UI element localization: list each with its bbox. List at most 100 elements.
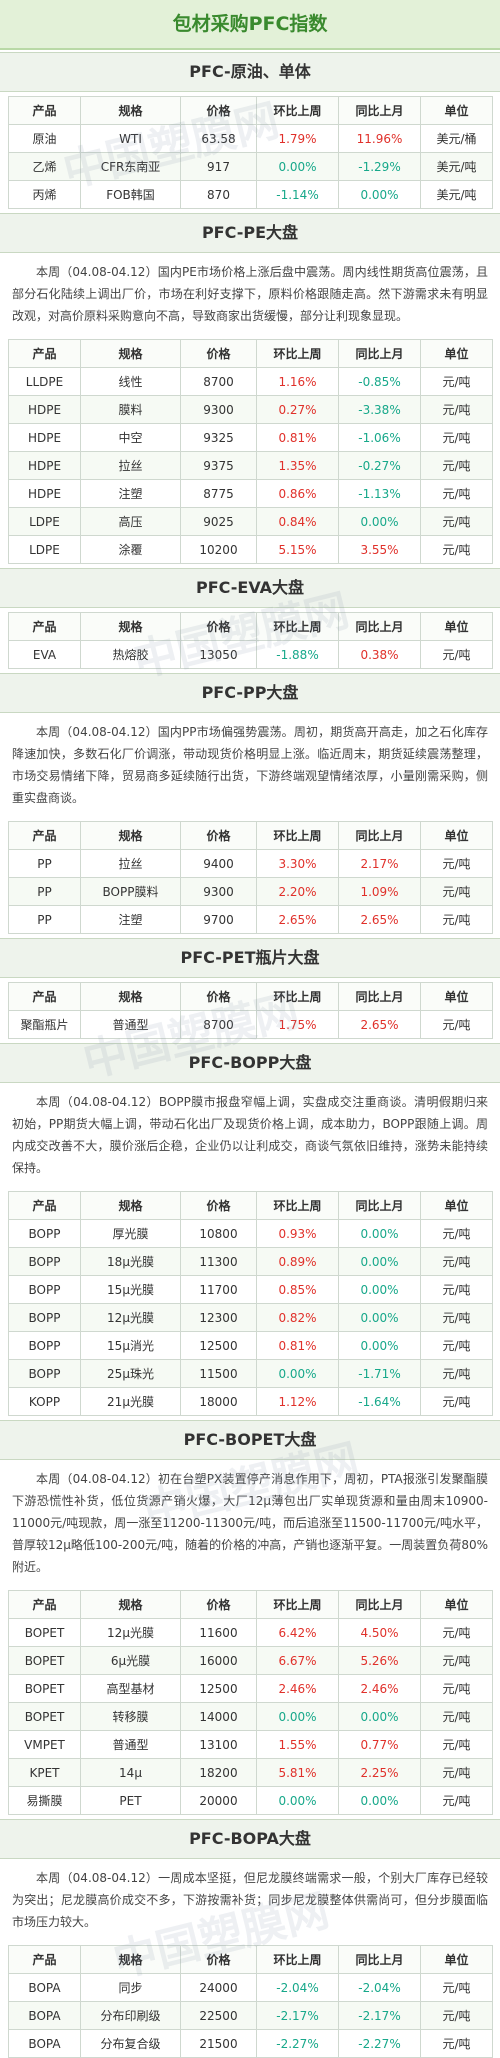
- cell: 21μ光膜: [80, 1387, 181, 1416]
- cell: BOPA: [8, 1973, 81, 2002]
- cell: BOPP: [8, 1303, 81, 1332]
- cell: 12μ光膜: [80, 1618, 181, 1647]
- cell: BOPET: [8, 1674, 81, 1703]
- change-cell: -1.71%: [338, 1359, 421, 1388]
- cell: LDPE: [8, 535, 81, 564]
- cell: 转移膜: [80, 1702, 181, 1731]
- change-cell: -2.27%: [338, 2029, 421, 2058]
- cell: 15μ消光: [80, 1331, 181, 1360]
- cell: 21500: [180, 2029, 257, 2058]
- cell: 元/吨: [420, 1387, 493, 1416]
- header-cell: 价格: [180, 1945, 257, 1974]
- cell: 原油: [8, 124, 81, 153]
- cell: 14000: [180, 1702, 257, 1731]
- data-row: HDPE 膜料 9300 0.27% -3.38% 元/吨: [8, 395, 493, 424]
- change-cell: 0.81%: [256, 1331, 339, 1360]
- cell: 元/吨: [420, 1730, 493, 1759]
- header-cell: 单位: [420, 982, 493, 1011]
- change-cell: -1.64%: [338, 1387, 421, 1416]
- header-cell: 单位: [420, 612, 493, 641]
- data-row: 原油 WTI 63.58 1.79% 11.96% 美元/桶: [8, 124, 493, 153]
- header-row: 产品 规格 价格 环比上周 同比上月 单位: [8, 612, 493, 641]
- header-cell: 环比上周: [256, 96, 339, 125]
- cell: 10200: [180, 535, 257, 564]
- change-cell: 0.89%: [256, 1247, 339, 1276]
- cell: 9300: [180, 395, 257, 424]
- cell: 12500: [180, 1331, 257, 1360]
- header-cell: 价格: [180, 982, 257, 1011]
- change-cell: 1.35%: [256, 451, 339, 480]
- data-row: HDPE 拉丝 9375 1.35% -0.27% 元/吨: [8, 451, 493, 480]
- change-cell: -1.88%: [256, 640, 339, 669]
- change-cell: 0.00%: [338, 1275, 421, 1304]
- header-cell: 环比上周: [256, 612, 339, 641]
- cell: 6μ光膜: [80, 1646, 181, 1675]
- cell: 25μ珠光: [80, 1359, 181, 1388]
- cell: 63.58: [180, 124, 257, 153]
- change-cell: 0.27%: [256, 395, 339, 424]
- cell: 注塑: [80, 479, 181, 508]
- header-cell: 产品: [8, 612, 81, 641]
- section-title: PFC-PE大盘: [0, 213, 500, 253]
- change-cell: -2.27%: [256, 2029, 339, 2058]
- change-cell: 6.67%: [256, 1646, 339, 1675]
- header-row: 产品 规格 价格 环比上周 同比上月 单位: [8, 339, 493, 368]
- cell: BOPET: [8, 1646, 81, 1675]
- header-cell: 同比上月: [338, 612, 421, 641]
- data-row: LDPE 高压 9025 0.84% 0.00% 元/吨: [8, 507, 493, 536]
- header-cell: 环比上周: [256, 339, 339, 368]
- cell: 美元/桶: [420, 124, 493, 153]
- cell: 元/吨: [420, 1973, 493, 2002]
- cell: FOB韩国: [80, 180, 181, 209]
- data-row: BOPET 6μ光膜 16000 6.67% 5.26% 元/吨: [8, 1646, 493, 1675]
- price-table: 产品 规格 价格 环比上周 同比上月 单位 LLDPE 线性 8700 1.16% -0.85% 元/…: [8, 339, 493, 564]
- cell: BOPP: [8, 1275, 81, 1304]
- cell: BOPP膜料: [80, 877, 181, 906]
- data-row: 丙烯 FOB韩国 870 -1.14% 0.00% 美元/吨: [8, 180, 493, 209]
- price-table: 产品 规格 价格 环比上周 同比上月 单位 PP 拉丝 9400 3.30% 2.17% 元/吨 PP B…: [8, 821, 493, 934]
- cell: 元/吨: [420, 1247, 493, 1276]
- cell: 乙烯: [8, 152, 81, 181]
- change-cell: 0.00%: [256, 152, 339, 181]
- cell: 12μ光膜: [80, 1303, 181, 1332]
- cell: 8775: [180, 479, 257, 508]
- change-cell: 0.00%: [338, 1786, 421, 1815]
- data-row: BOPET 12μ光膜 11600 6.42% 4.50% 元/吨: [8, 1618, 493, 1647]
- cell: 分布印刷级: [80, 2001, 181, 2030]
- change-cell: 0.00%: [338, 180, 421, 209]
- data-row: BOPET 转移膜 14000 0.00% 0.00% 元/吨: [8, 1702, 493, 1731]
- cell: 元/吨: [420, 2029, 493, 2058]
- header-cell: 单位: [420, 821, 493, 850]
- cell: HDPE: [8, 479, 81, 508]
- header-row: 产品 规格 价格 环比上周 同比上月 单位: [8, 982, 493, 1011]
- header-cell: 单位: [420, 1191, 493, 1220]
- cell: BOPET: [8, 1618, 81, 1647]
- section-title: PFC-PP大盘: [0, 673, 500, 713]
- cell: 元/吨: [420, 367, 493, 396]
- cell: BOPP: [8, 1331, 81, 1360]
- cell: 元/吨: [420, 1331, 493, 1360]
- cell: EVA: [8, 640, 81, 669]
- change-cell: 1.75%: [256, 1010, 339, 1039]
- header-cell: 同比上月: [338, 982, 421, 1011]
- cell: 元/吨: [420, 1758, 493, 1787]
- data-row: BOPP 15μ消光 12500 0.81% 0.00% 元/吨: [8, 1331, 493, 1360]
- change-cell: 0.84%: [256, 507, 339, 536]
- cell: 涂覆: [80, 535, 181, 564]
- change-cell: 2.65%: [338, 905, 421, 934]
- cell: 元/吨: [420, 1702, 493, 1731]
- cell: 917: [180, 152, 257, 181]
- data-row: BOPA 分布印刷级 22500 -2.17% -2.17% 元/吨: [8, 2001, 493, 2030]
- cell: 11600: [180, 1618, 257, 1647]
- cell: 18200: [180, 1758, 257, 1787]
- header-cell: 价格: [180, 1191, 257, 1220]
- header-cell: 环比上周: [256, 1191, 339, 1220]
- cell: 元/吨: [420, 849, 493, 878]
- change-cell: 0.00%: [256, 1786, 339, 1815]
- cell: PP: [8, 877, 81, 906]
- section-title: PFC-BOPET大盘: [0, 1420, 500, 1460]
- page-title: 包材采购PFC指数: [0, 0, 500, 50]
- change-cell: -1.06%: [338, 423, 421, 452]
